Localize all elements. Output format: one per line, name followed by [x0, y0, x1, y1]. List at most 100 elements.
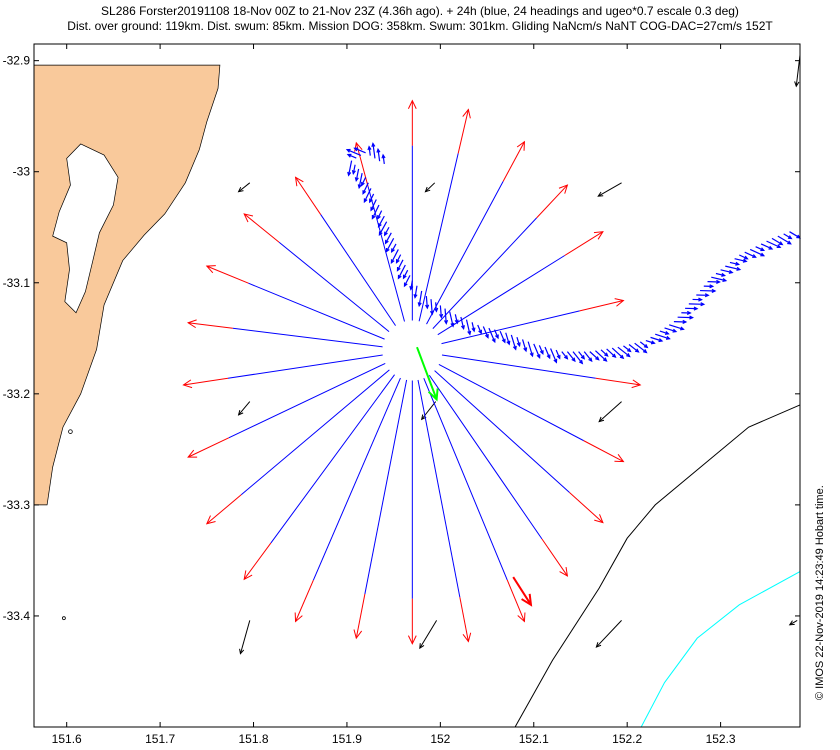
heading-line	[240, 369, 390, 496]
current-vector-arrow	[239, 620, 251, 655]
heading-end-arrow	[407, 99, 417, 146]
heading-end-arrow	[243, 542, 272, 581]
contour-line	[514, 404, 801, 728]
heading-end-arrow	[182, 377, 229, 389]
heading-end-arrow	[502, 140, 525, 182]
heading-end-arrow	[205, 265, 249, 284]
track-arrow	[700, 288, 717, 293]
heading-end-arrow	[583, 440, 625, 463]
map-title-line-2: Dist. over ground: 119km. Dist. swum: 85…	[67, 19, 773, 33]
track-arrow	[645, 339, 656, 345]
heading-end-arrow	[457, 108, 471, 154]
track-arrow	[555, 349, 561, 360]
track-arrow	[628, 344, 640, 353]
heading-line	[434, 370, 570, 493]
track-arrow	[595, 350, 608, 362]
heading-line	[312, 377, 401, 581]
heading-end-arrow	[506, 579, 526, 623]
heading-line	[228, 362, 386, 439]
track-arrow	[600, 349, 609, 357]
map-title-line-1: SL286 Forster20191108 18-Nov 00Z to 21-N…	[101, 4, 739, 18]
track-arrow	[572, 351, 584, 365]
current-vectors	[237, 55, 801, 655]
heading-end-arrow	[595, 377, 642, 389]
heading-end-arrow	[564, 231, 604, 256]
island	[68, 429, 73, 434]
heading-end-arrow	[536, 184, 569, 219]
heading-line	[441, 354, 596, 379]
track-arrow	[370, 199, 377, 212]
track-arrow	[354, 168, 360, 183]
track-arrow	[550, 348, 558, 364]
track-arrow	[521, 339, 528, 353]
track-arrow	[449, 311, 455, 328]
track-arrow	[371, 142, 376, 159]
track-arrow	[403, 275, 411, 288]
track-arrow	[396, 259, 404, 272]
track-arrow	[363, 188, 372, 204]
track-arrow	[673, 319, 688, 324]
track-arrow	[347, 160, 353, 177]
current-vector-arrow	[419, 620, 438, 650]
track-arrow	[390, 249, 399, 265]
heading-line	[432, 217, 537, 329]
current-vector-arrow	[595, 620, 622, 648]
heading-line	[417, 379, 461, 598]
track-arrow	[715, 272, 727, 277]
island	[61, 616, 66, 621]
heading-line	[438, 364, 584, 442]
track-arrow	[696, 293, 710, 298]
heading-line	[278, 241, 390, 332]
heading-line	[428, 374, 543, 540]
heading-line	[426, 181, 504, 325]
track-arrow	[669, 324, 685, 331]
track-arrow	[376, 147, 381, 162]
current-vector-arrow	[424, 182, 436, 193]
track-arrow	[454, 314, 459, 325]
track-arrow	[346, 153, 357, 159]
track-arrow	[482, 326, 489, 339]
x-tick-label: 152.2	[612, 732, 642, 746]
track-arrow	[561, 351, 569, 360]
heading-line	[248, 282, 385, 340]
track-arrow	[409, 280, 414, 291]
map-axes: 151.6 151.7 151.8 151.9 152 152.1 152.2 152.3 -3…	[3, 43, 801, 746]
track-arrow	[369, 193, 375, 204]
heading-end-arrow	[294, 176, 322, 215]
track-arrow	[538, 345, 544, 355]
x-tick-label: 152.1	[519, 732, 549, 746]
track-arrow	[488, 327, 496, 344]
track-arrow	[395, 254, 402, 264]
track-arrow	[611, 347, 625, 360]
track-arrow	[402, 269, 409, 280]
track-arrow	[397, 264, 406, 280]
track-arrow	[499, 330, 506, 344]
track-arrow	[760, 243, 774, 250]
y-tick-label: -33	[13, 165, 31, 179]
track-arrow	[650, 336, 664, 343]
track-arrow	[465, 319, 472, 336]
land-layer	[33, 64, 221, 621]
heading-end-arrow	[569, 492, 604, 524]
current-vector-arrow	[237, 182, 251, 193]
track-arrow	[381, 153, 386, 165]
track-arrow	[707, 279, 721, 284]
track-arrow	[413, 285, 418, 299]
heading-end-arrow	[187, 437, 229, 458]
x-tick-label: 151.6	[52, 732, 82, 746]
track-arrow	[688, 302, 706, 307]
current-vector-arrow	[598, 401, 622, 423]
x-tick-label: 151.7	[145, 732, 175, 746]
track-arrow	[692, 297, 703, 302]
coastline	[33, 64, 221, 506]
track-arrow	[685, 306, 699, 311]
current-vector-arrow	[420, 401, 437, 421]
x-tick-label: 152	[430, 732, 450, 746]
track-arrow	[377, 210, 383, 220]
track-arrow	[617, 346, 631, 358]
track-arrow	[460, 316, 465, 331]
track-arrow	[378, 221, 388, 237]
track-arrow	[777, 235, 792, 245]
heading-line	[418, 153, 459, 322]
